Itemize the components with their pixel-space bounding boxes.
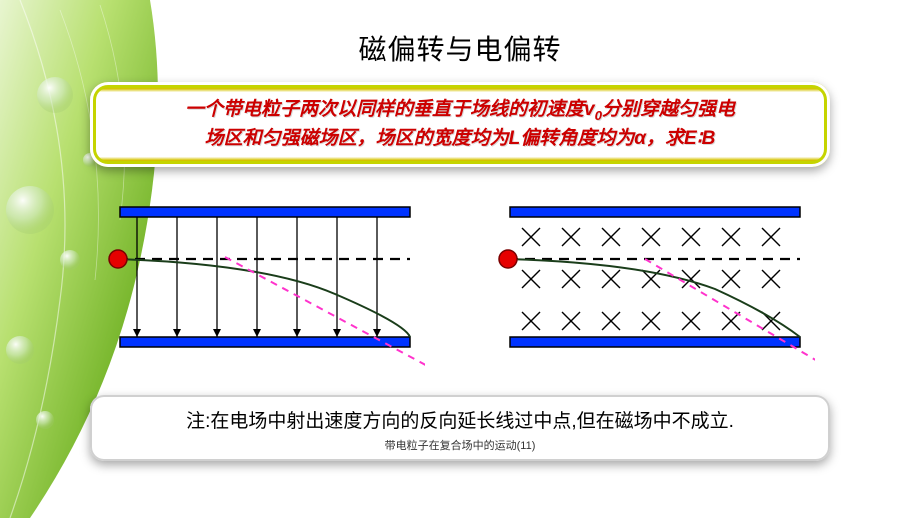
problem-text: 一个带电粒子两次以同样的垂直于场线的初速度v0分别穿越匀强电 场区和匀强磁场区，… <box>112 96 808 153</box>
problem-seg: 偏转角度均为 <box>520 128 634 149</box>
problem-E: E <box>684 128 697 149</box>
note-text: 注:在电场中射出速度方向的反向延长线过中点,但在磁场中不成立. <box>108 409 812 436</box>
problem-box: 一个带电粒子两次以同样的垂直于场线的初速度v0分别穿越匀强电 场区和匀强磁场区，… <box>90 82 830 167</box>
slide-content: 磁偏转与电偏转 一个带电粒子两次以同样的垂直于场线的初速度v0分别穿越匀强电 场… <box>0 0 920 518</box>
problem-L: L <box>509 128 521 149</box>
problem-alpha: α <box>634 128 646 149</box>
diagrams-row <box>0 197 920 367</box>
problem-seg: 分别穿越匀强电 <box>602 99 735 120</box>
note-sub: 带电粒子在复合场中的运动(11) <box>108 437 812 453</box>
problem-seg: ，求 <box>646 128 684 149</box>
problem-B: B <box>702 128 716 149</box>
problem-v: v <box>584 99 595 120</box>
efield-diagram <box>105 197 425 367</box>
problem-v-sub: 0 <box>595 108 602 123</box>
problem-seg: 一个带电粒子两次以同样的垂直于场线的初速度 <box>185 99 584 120</box>
slide-title: 磁偏转与电偏转 <box>0 0 920 82</box>
note-box: 注:在电场中射出速度方向的反向延长线过中点,但在磁场中不成立. 带电粒子在复合场… <box>90 395 830 462</box>
bfield-diagram <box>495 197 815 367</box>
problem-seg: 场区和匀强磁场区，场区的宽度均为 <box>205 128 509 149</box>
